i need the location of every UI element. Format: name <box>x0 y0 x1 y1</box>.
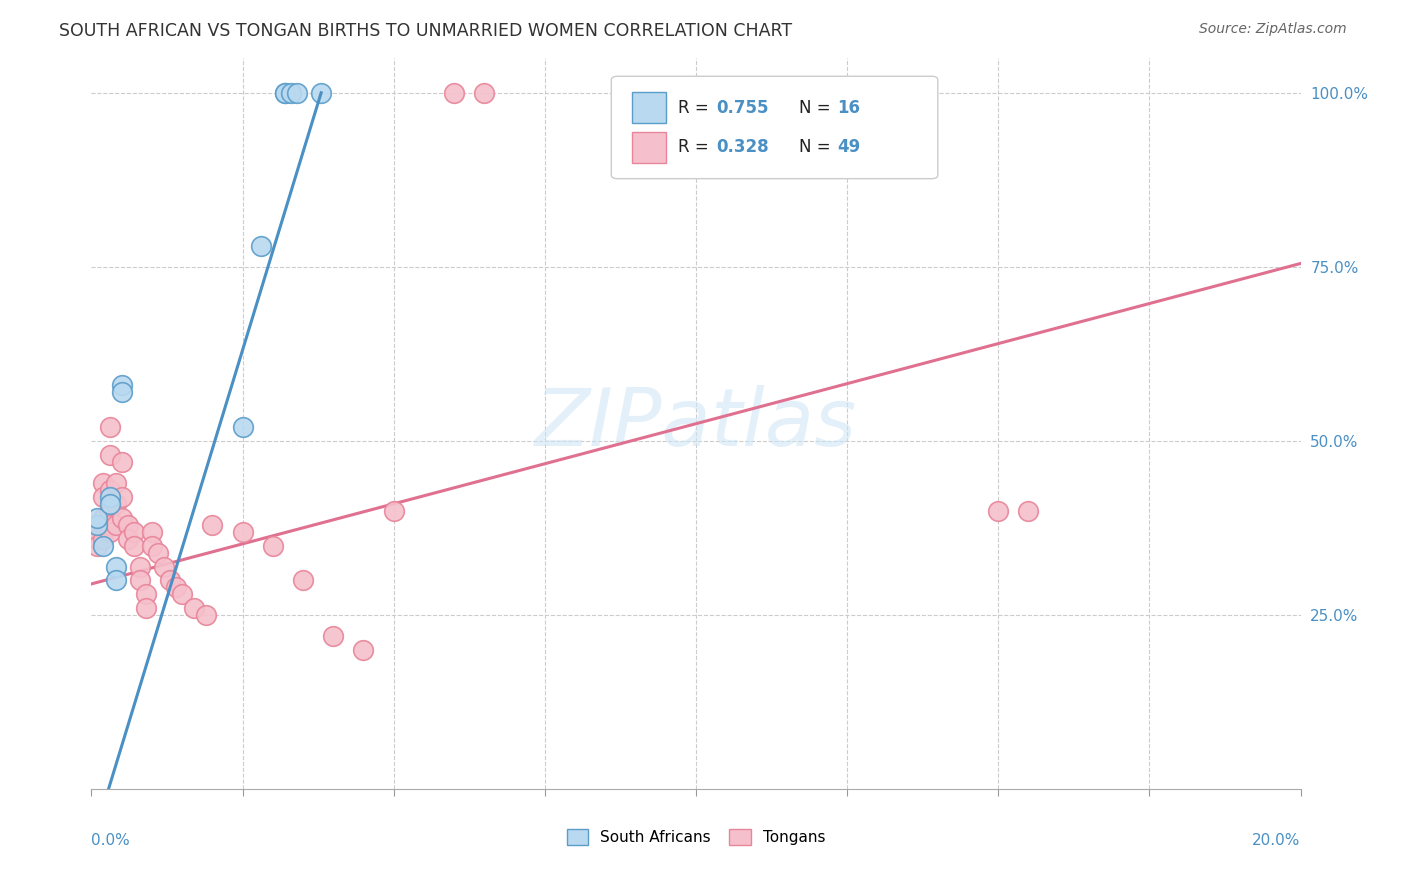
South Africans <box>231 420 253 434</box>
Tongans <box>104 497 127 511</box>
South Africans <box>111 385 132 400</box>
South Africans <box>93 539 115 553</box>
Tongans <box>104 517 127 532</box>
South Africans <box>104 559 127 574</box>
Text: 49: 49 <box>838 138 860 156</box>
Tongans <box>165 581 187 595</box>
Tongans <box>195 608 218 623</box>
Tongans <box>86 517 108 532</box>
Tongans <box>93 532 115 546</box>
Text: Source: ZipAtlas.com: Source: ZipAtlas.com <box>1199 22 1347 37</box>
FancyBboxPatch shape <box>612 77 938 178</box>
Tongans <box>443 86 465 100</box>
Text: N =: N = <box>799 99 835 117</box>
Tongans <box>111 455 132 469</box>
Tongans <box>93 510 115 524</box>
Tongans <box>382 504 405 518</box>
Tongans <box>159 574 181 588</box>
Tongans <box>98 420 121 434</box>
Text: ZIPatlas: ZIPatlas <box>534 384 858 463</box>
Legend: South Africans, Tongans: South Africans, Tongans <box>561 823 831 851</box>
South Africans <box>86 510 108 524</box>
Tongans <box>201 517 224 532</box>
Text: 20.0%: 20.0% <box>1253 833 1301 848</box>
Tongans <box>111 490 132 504</box>
Tongans <box>98 524 121 539</box>
Tongans <box>322 629 344 643</box>
Tongans <box>98 483 121 497</box>
FancyBboxPatch shape <box>631 132 666 162</box>
South Africans <box>280 86 302 100</box>
Tongans <box>141 539 163 553</box>
Tongans <box>98 517 121 532</box>
Text: 0.0%: 0.0% <box>91 833 131 848</box>
Tongans <box>262 539 284 553</box>
Tongans <box>231 524 253 539</box>
Tongans <box>141 524 163 539</box>
Tongans <box>352 643 374 657</box>
Text: R =: R = <box>678 99 714 117</box>
South Africans <box>98 497 121 511</box>
FancyBboxPatch shape <box>631 93 666 123</box>
Text: N =: N = <box>799 138 835 156</box>
South Africans <box>104 574 127 588</box>
Tongans <box>153 559 176 574</box>
Tongans <box>183 601 205 615</box>
South Africans <box>111 378 132 392</box>
Tongans <box>111 510 132 524</box>
South Africans <box>274 86 297 100</box>
South Africans <box>274 86 297 100</box>
Tongans <box>86 532 108 546</box>
Tongans <box>1018 504 1040 518</box>
Tongans <box>472 86 495 100</box>
Tongans <box>292 574 315 588</box>
Tongans <box>122 524 145 539</box>
Text: 16: 16 <box>838 99 860 117</box>
Tongans <box>93 517 115 532</box>
Tongans <box>987 504 1010 518</box>
South Africans <box>86 517 108 532</box>
South Africans <box>98 490 121 504</box>
Text: R =: R = <box>678 138 714 156</box>
Tongans <box>86 524 108 539</box>
Tongans <box>122 539 145 553</box>
Tongans <box>86 539 108 553</box>
South Africans <box>249 239 271 253</box>
Tongans <box>172 587 194 601</box>
Tongans <box>135 601 157 615</box>
Tongans <box>117 517 139 532</box>
Tongans <box>93 475 115 490</box>
Text: 0.328: 0.328 <box>717 138 769 156</box>
Tongans <box>128 559 150 574</box>
Tongans <box>146 545 169 559</box>
Tongans <box>98 448 121 462</box>
Tongans <box>128 574 150 588</box>
Tongans <box>98 504 121 518</box>
South Africans <box>309 86 332 100</box>
Text: SOUTH AFRICAN VS TONGAN BIRTHS TO UNMARRIED WOMEN CORRELATION CHART: SOUTH AFRICAN VS TONGAN BIRTHS TO UNMARR… <box>59 22 792 40</box>
Tongans <box>93 490 115 504</box>
Tongans <box>135 587 157 601</box>
Tongans <box>104 475 127 490</box>
Text: 0.755: 0.755 <box>717 99 769 117</box>
South Africans <box>285 86 308 100</box>
Tongans <box>117 532 139 546</box>
